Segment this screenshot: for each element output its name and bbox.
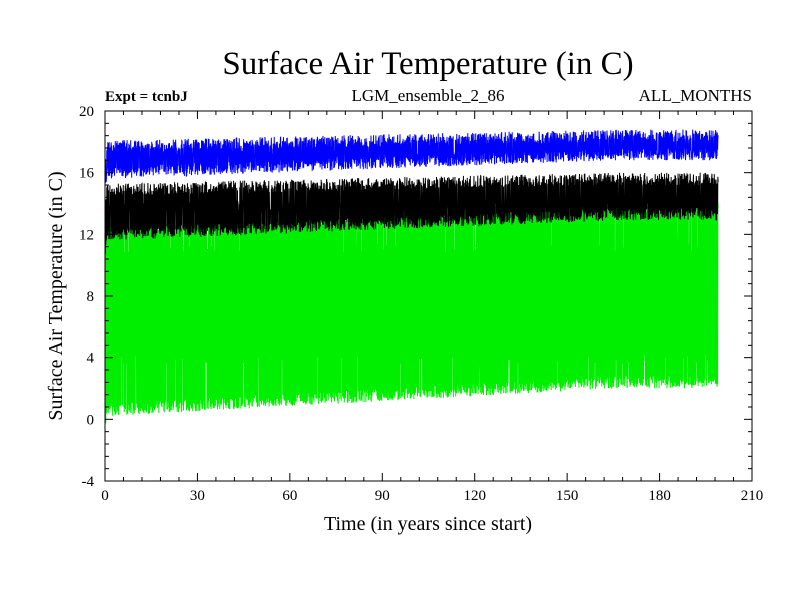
series-line-green <box>104 200 719 424</box>
y-tick-label: 8 <box>87 289 95 305</box>
x-axis-label: Time (in years since start) <box>324 513 532 535</box>
x-tick-label: 180 <box>648 488 671 504</box>
y-tick-label: 16 <box>79 166 95 182</box>
x-tick-label: 150 <box>556 488 579 504</box>
series-line-blue <box>104 129 719 184</box>
y-tick-label: 20 <box>79 104 94 120</box>
y-tick-label: 0 <box>87 412 95 428</box>
x-tick-label: 90 <box>375 488 390 504</box>
ticks-layer: 0 30 60 90 120 150 180 210 -4 0 4 8 12 16 20 <box>79 104 763 504</box>
x-tick-label: 30 <box>190 488 205 504</box>
y-tick-label: 4 <box>87 351 95 367</box>
y-tick-label: -4 <box>82 474 95 490</box>
months-label: ALL_MONTHS <box>639 86 752 105</box>
ensemble-label: LGM_ensemble_2_86 <box>352 86 505 105</box>
series-line-black <box>104 172 719 254</box>
y-axis-label: Surface Air Temperature (in C) <box>45 171 67 420</box>
x-tick-label: 120 <box>463 488 486 504</box>
x-tick-label: 60 <box>282 488 297 504</box>
chart-title: Surface Air Temperature (in C) <box>222 46 633 82</box>
series-layer <box>104 129 719 424</box>
y-tick-label: 12 <box>79 227 94 243</box>
x-tick-label: 0 <box>101 488 109 504</box>
experiment-label: Expt = tcnbJ <box>105 89 188 105</box>
x-tick-label: 210 <box>741 488 764 504</box>
